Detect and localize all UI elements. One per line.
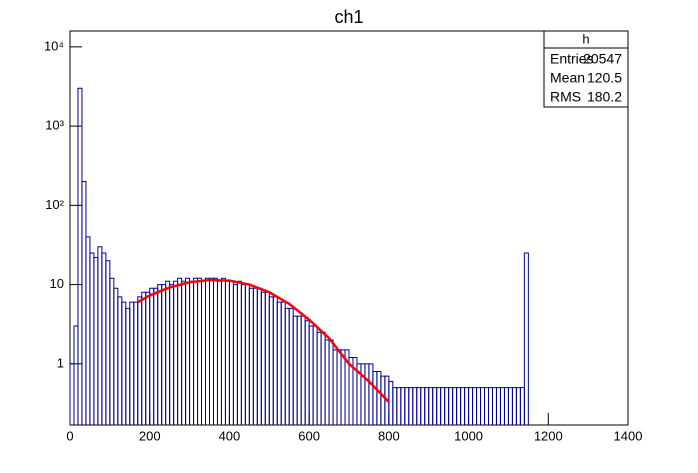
x-tick-label: 1400 xyxy=(614,428,643,443)
stats-label: Mean xyxy=(550,70,585,86)
y-tick-label: 10⁴ xyxy=(44,38,64,53)
x-tick-label: 0 xyxy=(66,428,73,443)
y-tick-label: 10³ xyxy=(45,118,64,133)
stats-value: 180.2 xyxy=(587,89,622,105)
fit-line xyxy=(137,278,390,403)
x-tick-label: 1200 xyxy=(534,428,563,443)
y-tick-label: 10² xyxy=(45,197,64,212)
x-tick-label: 600 xyxy=(298,428,320,443)
x-tick-label: 1000 xyxy=(454,428,483,443)
stats-title: h xyxy=(582,31,589,46)
x-tick-label: 800 xyxy=(378,428,400,443)
chart-title: ch1 xyxy=(334,7,363,27)
stats-value: 120.5 xyxy=(587,70,622,86)
stats-label: RMS xyxy=(550,89,581,105)
stats-box xyxy=(543,30,629,108)
bar xyxy=(523,252,529,425)
x-tick-label: 200 xyxy=(139,428,161,443)
stats-value: 20547 xyxy=(583,51,622,67)
y-tick-label: 1 xyxy=(57,355,64,370)
stats-label: Entries xyxy=(550,51,594,67)
x-tick-label: 400 xyxy=(219,428,241,443)
y-tick-label: 10 xyxy=(50,276,64,291)
